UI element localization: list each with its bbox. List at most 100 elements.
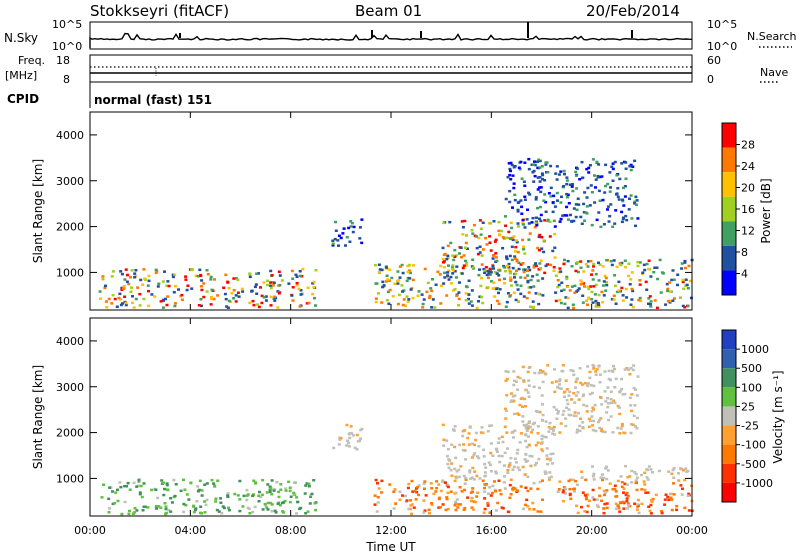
data-cell — [468, 471, 472, 474]
data-cell — [203, 500, 207, 503]
data-cell — [529, 278, 533, 282]
data-cell — [586, 382, 590, 385]
data-cell — [512, 235, 516, 238]
data-cell — [337, 234, 341, 237]
data-cell — [104, 284, 107, 288]
data-cell — [226, 494, 230, 497]
data-cell — [534, 198, 538, 201]
colorbar-tick-label: 8 — [741, 246, 748, 259]
nsky-left-tick-top: 10^5 — [52, 18, 82, 31]
data-cell — [531, 275, 535, 278]
data-cell — [500, 435, 504, 439]
data-cell — [511, 468, 515, 471]
data-cell — [164, 505, 168, 508]
data-cell — [119, 303, 123, 307]
data-cell — [269, 295, 273, 299]
data-cell — [683, 478, 687, 482]
data-cell — [647, 259, 651, 262]
data-cell — [408, 271, 412, 275]
data-cell — [625, 367, 629, 370]
data-cell — [553, 390, 557, 394]
data-cell — [667, 470, 671, 473]
data-cell — [121, 302, 124, 305]
data-cell — [465, 285, 469, 289]
y-tick-label: 3000 — [56, 381, 84, 394]
data-cell — [495, 450, 499, 453]
data-cell — [449, 282, 453, 285]
data-cell — [592, 419, 596, 423]
data-cell — [635, 203, 638, 207]
data-cell — [587, 171, 591, 174]
data-cell — [512, 399, 515, 403]
data-cell — [540, 448, 544, 451]
data-cell — [618, 390, 622, 394]
data-cell — [503, 407, 507, 411]
data-cell — [406, 486, 410, 490]
data-cell — [536, 441, 540, 444]
data-cell — [527, 286, 531, 289]
data-cell — [522, 378, 526, 382]
data-cell — [554, 291, 558, 294]
data-cell — [494, 238, 498, 242]
data-cell — [463, 507, 467, 510]
data-cell — [444, 481, 447, 484]
data-cell — [491, 257, 495, 260]
data-cell — [590, 273, 593, 276]
data-cell — [115, 305, 119, 308]
data-cell — [537, 158, 541, 161]
data-cell — [552, 425, 556, 429]
data-cell — [298, 507, 302, 511]
data-cell — [594, 186, 597, 189]
data-cell — [541, 173, 545, 177]
data-cell — [107, 511, 111, 514]
data-cell — [541, 403, 544, 406]
data-cell — [588, 370, 592, 374]
data-cell — [537, 302, 541, 306]
data-cell — [441, 257, 445, 261]
data-cell — [513, 379, 517, 382]
data-cell — [581, 491, 585, 494]
data-cell — [576, 270, 580, 274]
data-cell — [538, 176, 542, 179]
data-cell — [374, 478, 378, 482]
data-cell — [587, 297, 591, 300]
data-cell — [131, 512, 135, 515]
data-cell — [337, 244, 340, 247]
data-cell — [509, 279, 513, 282]
freq-unit-label: [MHz] — [5, 69, 37, 82]
data-cell — [177, 288, 180, 291]
data-cell — [406, 300, 410, 303]
data-cell — [599, 417, 603, 420]
data-cell — [617, 280, 621, 284]
data-cell — [107, 297, 111, 301]
data-cell — [451, 267, 455, 270]
data-cell — [473, 452, 477, 455]
data-cell — [544, 264, 548, 268]
data-cell — [468, 426, 472, 429]
data-cell — [513, 165, 517, 168]
data-cell — [388, 268, 392, 272]
data-cell — [536, 425, 540, 428]
data-cell — [624, 287, 628, 291]
data-cell — [377, 263, 381, 266]
data-cell — [566, 259, 570, 263]
data-cell — [558, 378, 562, 381]
data-cell — [565, 176, 569, 179]
data-cell — [489, 470, 493, 473]
data-cell — [611, 431, 615, 434]
data-cell — [551, 210, 555, 214]
data-cell — [461, 266, 465, 270]
data-cell — [644, 280, 648, 284]
data-cell — [472, 223, 476, 227]
data-cell — [544, 420, 548, 423]
data-cell — [454, 508, 458, 512]
data-cell — [624, 265, 628, 269]
colorbar-tick-label: 100 — [741, 381, 762, 394]
data-cell — [260, 294, 264, 298]
data-cell — [150, 488, 154, 492]
data-cell — [663, 498, 667, 501]
data-cell — [562, 169, 566, 173]
data-cell — [517, 261, 521, 264]
data-cell — [126, 481, 130, 485]
data-cell — [609, 390, 613, 393]
